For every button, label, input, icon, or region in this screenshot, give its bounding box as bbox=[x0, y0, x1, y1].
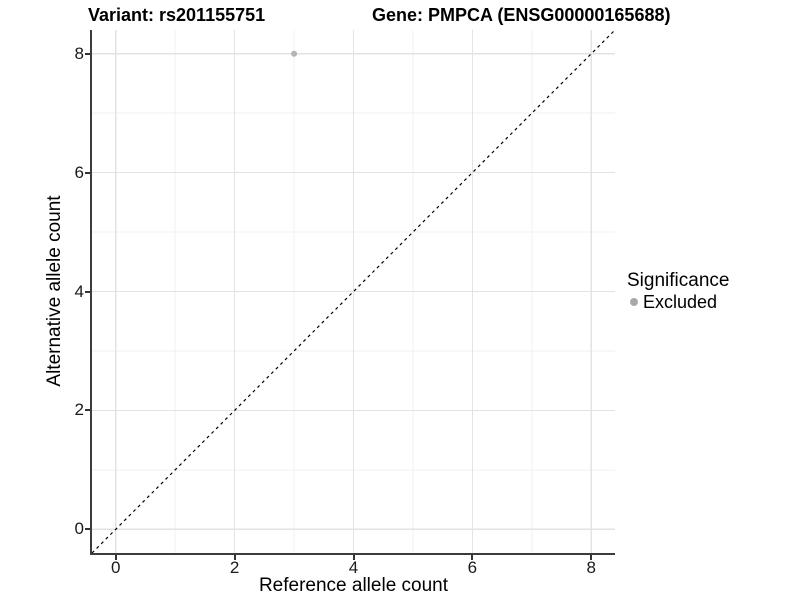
y-tick-label: 0 bbox=[74, 519, 84, 539]
y-tick-mark bbox=[85, 290, 90, 293]
gene-title: Gene: PMPCA (ENSG00000165688) bbox=[372, 5, 671, 25]
x-tick-label: 6 bbox=[467, 558, 478, 577]
legend-point-swatch bbox=[630, 298, 638, 306]
legend-item: Excluded bbox=[627, 292, 729, 312]
y-tick-label: 6 bbox=[74, 162, 84, 182]
x-tick-mark bbox=[114, 555, 117, 560]
x-tick-label: 2 bbox=[229, 558, 240, 577]
x-tick-label: 8 bbox=[586, 558, 596, 577]
y-tick-label: 4 bbox=[74, 281, 84, 301]
x-tick-label: 0 bbox=[111, 558, 121, 577]
legend-title: Significance bbox=[627, 270, 730, 291]
x-tick-mark bbox=[352, 555, 355, 560]
y-tick-mark bbox=[85, 171, 90, 174]
x-axis-title: Reference allele count bbox=[258, 575, 449, 596]
variant-title: Variant: rs201155751 bbox=[88, 5, 266, 25]
legend-item-label: Excluded bbox=[643, 291, 718, 312]
y-tick-mark bbox=[85, 52, 90, 55]
legend: Significance Excluded bbox=[627, 269, 729, 312]
plot-panel bbox=[90, 30, 615, 555]
y-tick-label: 2 bbox=[74, 400, 84, 420]
plot-canvas bbox=[92, 30, 615, 553]
x-tick-mark bbox=[590, 555, 593, 560]
x-tick-label: 4 bbox=[348, 558, 359, 577]
x-tick-mark bbox=[233, 555, 236, 560]
y-tick-mark bbox=[85, 528, 90, 531]
x-tick-mark bbox=[471, 555, 474, 560]
y-tick-label: 8 bbox=[74, 43, 84, 63]
data-point bbox=[291, 50, 298, 57]
y-tick-mark bbox=[85, 409, 90, 412]
